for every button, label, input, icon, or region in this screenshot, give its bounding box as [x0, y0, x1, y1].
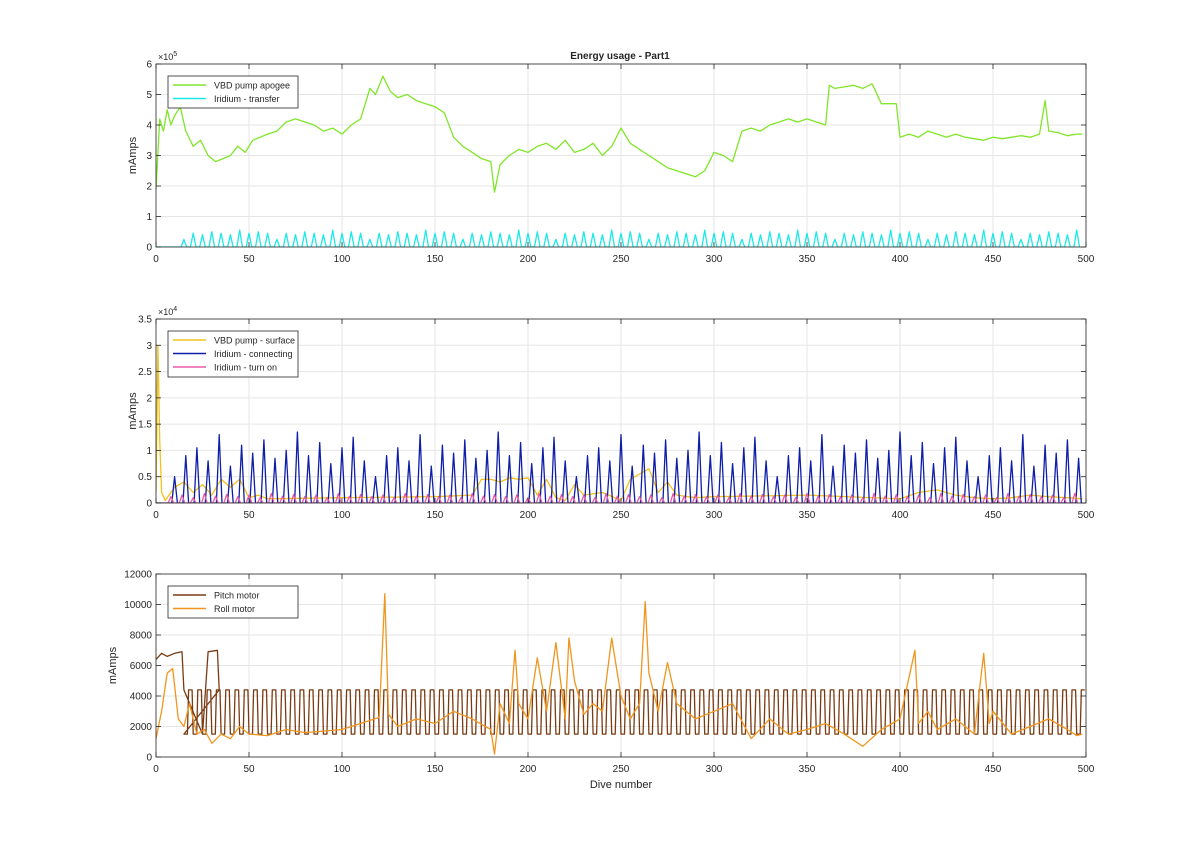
x-tick-label: 300	[706, 254, 723, 265]
y-tick-label: 1	[146, 212, 152, 223]
subplot-1: 0 50 100 150 200 250 300 350 400 450 500 0 1 2 3 4 5 6 ×10…	[127, 51, 1095, 265]
x-tick-label: 450	[985, 510, 1002, 521]
plots-container: 0 50 100 150 200 250 300 350 400 450 5000123456×10…	[107, 51, 1095, 791]
x-tick-label: 0	[153, 764, 159, 775]
figure-title: Energy usage - Part1	[570, 51, 670, 62]
y-axis-label: mAmps	[127, 392, 139, 430]
legend-label-2: Iridium - transfer	[214, 94, 280, 104]
x-tick-label: 350	[799, 764, 816, 775]
y-tick-label: 2.5	[138, 367, 152, 378]
series-line-2	[156, 229, 1081, 247]
series-group	[156, 344, 1083, 503]
series-line-3	[156, 492, 1079, 503]
series-group	[156, 593, 1085, 755]
y-tick-label: 3	[146, 341, 152, 352]
y-tick-label: 4	[146, 121, 152, 132]
y-tick-label: 10000	[124, 600, 152, 611]
y-exponent-label: ×105	[158, 51, 177, 62]
legend-label-2: Iridium - connecting	[214, 349, 293, 359]
legend-label-2: Roll motor	[214, 604, 255, 614]
x-tick-label: 500	[1078, 510, 1095, 521]
legend-label-1: VBD pump - surface	[214, 336, 295, 346]
legend: Pitch motor Roll motor	[167, 585, 299, 619]
y-tick-label: 2000	[130, 722, 153, 733]
x-tick-label: 50	[243, 764, 255, 775]
x-tick-label: 0	[153, 254, 159, 265]
x-tick-label: 350	[799, 510, 816, 521]
x-tick-label: 350	[799, 254, 816, 265]
y-tick-label: 12000	[124, 570, 152, 581]
x-tick-label: 100	[334, 764, 351, 775]
series-line-2	[156, 431, 1082, 503]
x-tick-label: 500	[1078, 254, 1095, 265]
y-tick-label: 3	[146, 151, 152, 162]
y-tick-label: 6000	[130, 661, 153, 672]
x-tick-label: 250	[613, 510, 630, 521]
legend-label-1: Pitch motor	[214, 591, 260, 601]
x-tick-label: 450	[985, 254, 1002, 265]
y-tick-label: 4000	[130, 692, 153, 703]
x-tick-label: 400	[892, 764, 909, 775]
x-tick-label: 200	[520, 254, 537, 265]
x-tick-label: 200	[520, 764, 537, 775]
x-tick-label: 500	[1078, 764, 1095, 775]
legend-box	[167, 585, 299, 619]
series-line-1	[156, 75, 1083, 193]
y-exponent-label: ×104	[158, 306, 177, 317]
y-tick-label: 0	[146, 499, 152, 510]
x-tick-label: 100	[334, 510, 351, 521]
x-tick-label: 100	[334, 254, 351, 265]
x-tick-label: 0	[153, 510, 159, 521]
y-tick-label: 2	[146, 393, 152, 404]
y-tick-label: 8000	[130, 631, 153, 642]
x-tick-label: 150	[427, 764, 444, 775]
y-tick-label: 2	[146, 182, 152, 193]
legend-box	[167, 75, 299, 109]
x-tick-label: 250	[613, 764, 630, 775]
y-axis-label: mAmps	[127, 136, 139, 174]
x-tick-label: 400	[892, 510, 909, 521]
subplot-3: 0 50 100 150 200 250 300 350 400 450 500 0 2000 4000 6…	[107, 570, 1095, 792]
legend: VBD pump apogee Iridium - transfer	[167, 75, 299, 109]
x-tick-label: 450	[985, 764, 1002, 775]
series-line-2	[156, 593, 1083, 755]
legend-label-3: Iridium - turn on	[214, 363, 277, 373]
series-line-1	[156, 649, 1085, 735]
x-axis-label: Dive number	[590, 779, 653, 791]
x-tick-label: 150	[427, 510, 444, 521]
y-exponent-power: 4	[173, 306, 177, 313]
y-tick-label: 3.5	[138, 315, 152, 326]
y-axis-label: mAmps	[107, 646, 119, 684]
x-tick-label: 400	[892, 254, 909, 265]
legend-label-1: VBD pump apogee	[214, 81, 290, 91]
x-tick-label: 300	[706, 510, 723, 521]
y-tick-label: 6	[146, 60, 152, 71]
series-group	[156, 75, 1083, 247]
x-tick-label: 150	[427, 254, 444, 265]
y-tick-label: 5	[146, 90, 152, 101]
x-tick-label: 250	[613, 254, 630, 265]
x-tick-label: 50	[243, 254, 255, 265]
y-tick-label: 1.5	[138, 420, 152, 431]
y-tick-label: 0	[146, 243, 152, 254]
y-exponent-power: 5	[173, 51, 177, 58]
x-tick-label: 200	[520, 510, 537, 521]
x-tick-label: 50	[243, 510, 255, 521]
y-tick-label: 1	[146, 446, 152, 457]
subplot-2: 0 50 100 150 200 250 300 350 400 450 500 0 0.5 1 1.5 2 2…	[127, 306, 1095, 521]
legend: VBD pump - surface Iridium - connecting Ir…	[167, 330, 299, 378]
y-tick-label: 0.5	[138, 472, 152, 483]
y-tick-label: 0	[146, 753, 152, 764]
x-tick-label: 300	[706, 764, 723, 775]
